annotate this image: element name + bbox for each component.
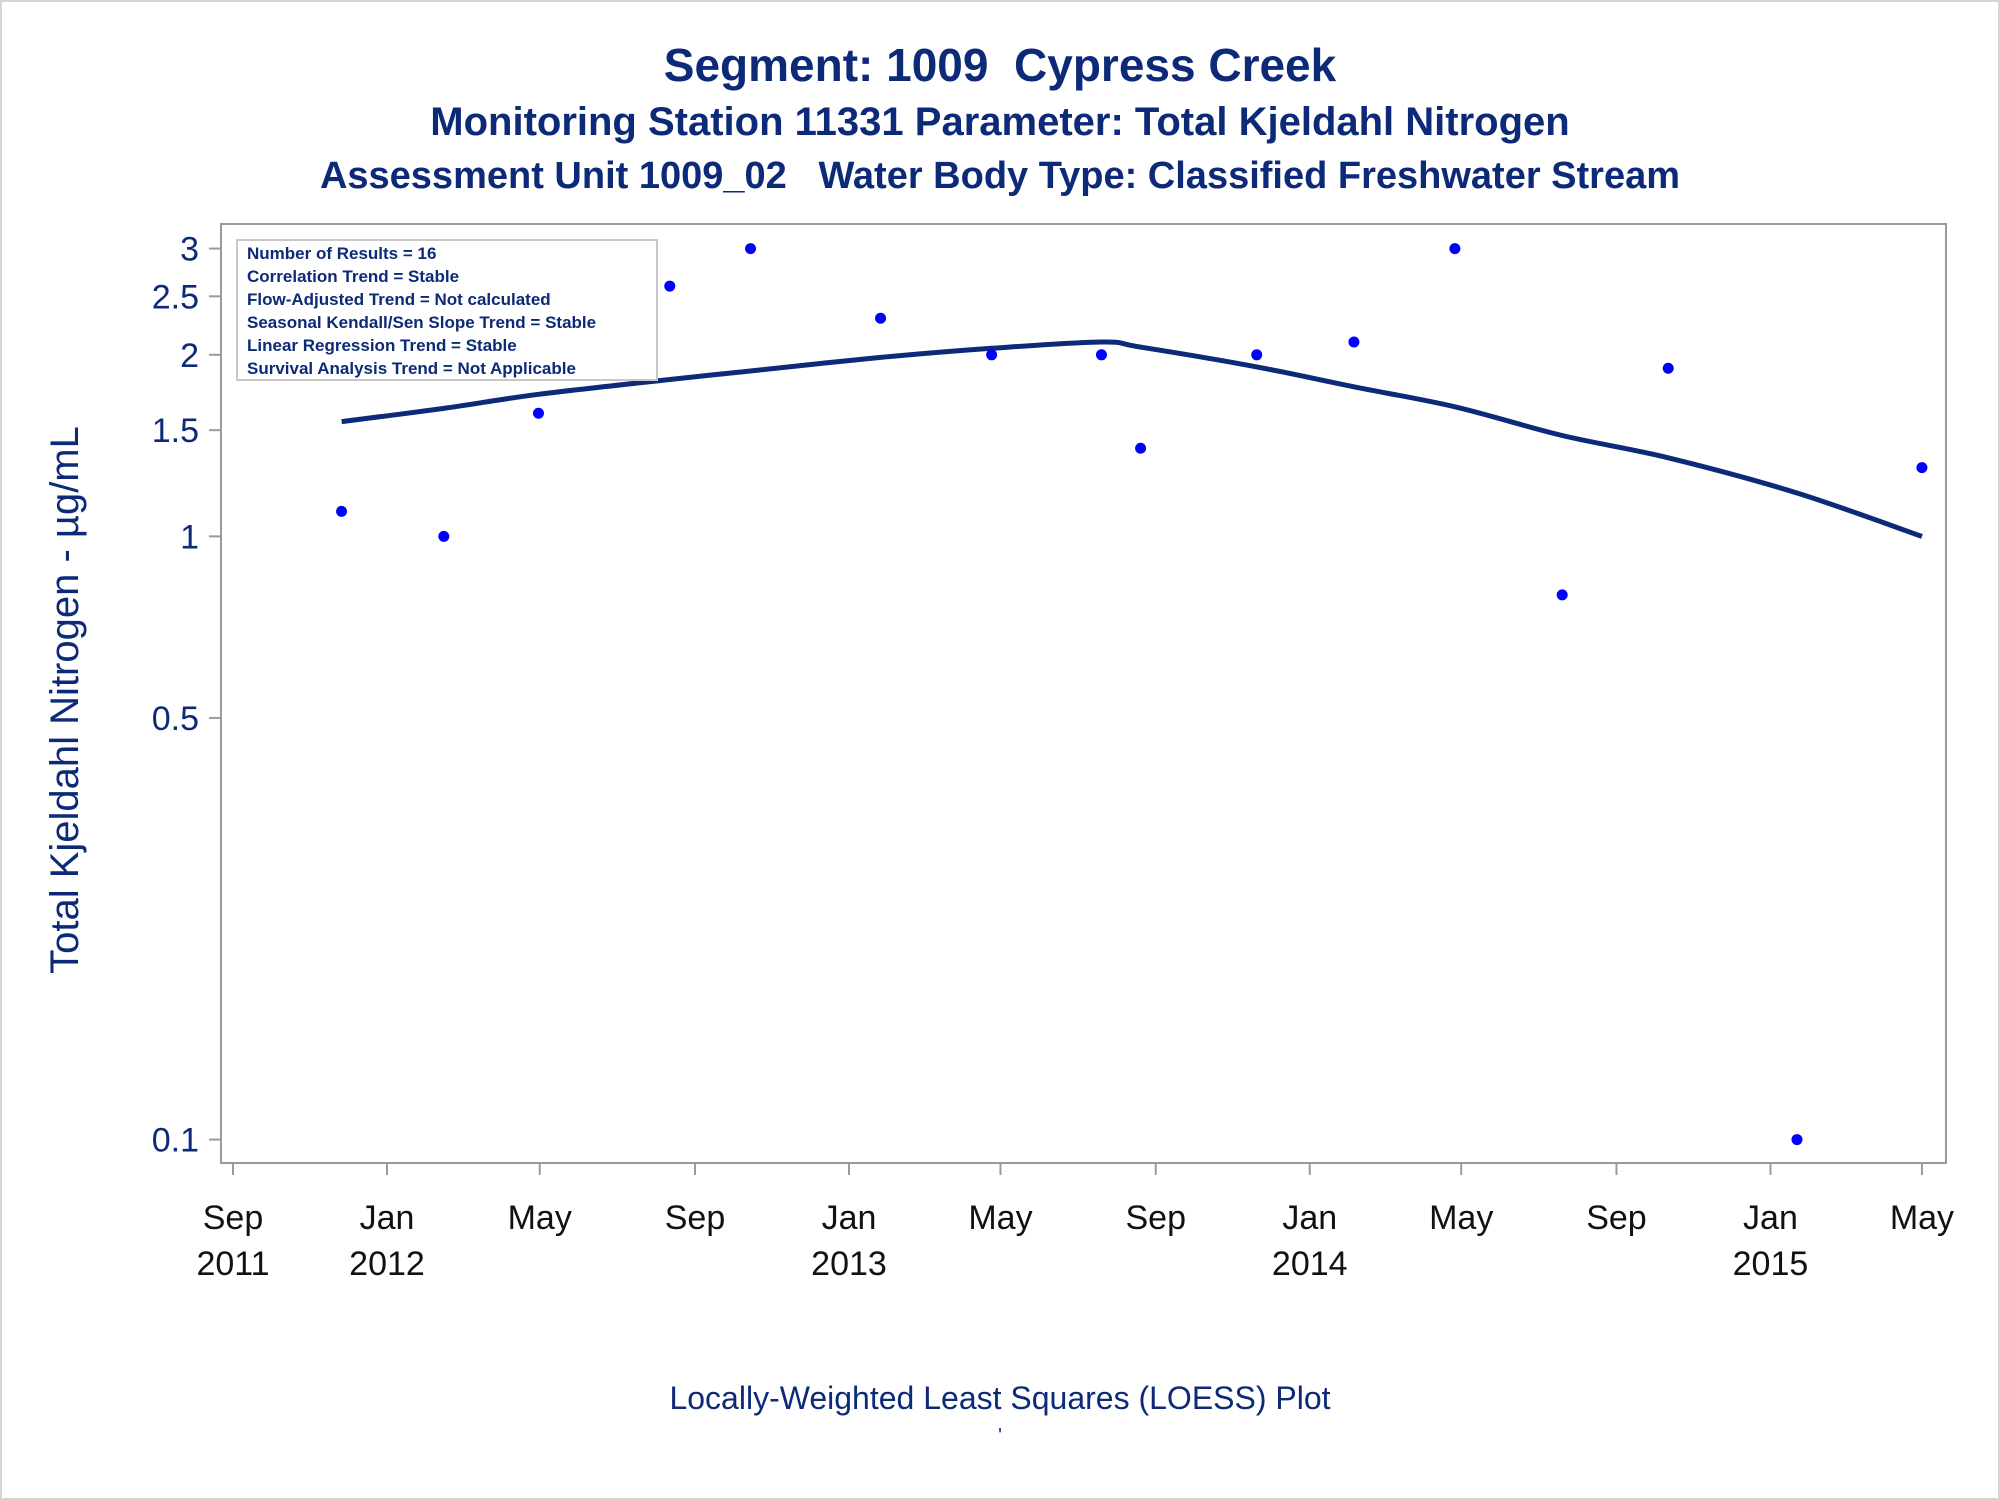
points-layer	[336, 243, 1928, 1146]
data-point	[1095, 349, 1107, 361]
chart-subtitle-2: Assessment Unit 1009_02 Water Body Type:…	[319, 155, 1681, 197]
x-tick-year-label: 2011	[196, 1245, 269, 1283]
x-tick-label: Sep	[1586, 1199, 1647, 1237]
x-tick-label: Jan	[360, 1199, 415, 1237]
data-point	[1556, 589, 1568, 601]
x-tick-label: Jan	[822, 1199, 877, 1237]
x-tick-label: May	[508, 1199, 572, 1237]
data-point	[875, 312, 887, 324]
x-tick-year-label: 2013	[811, 1245, 887, 1283]
loess-layer	[341, 339, 1923, 539]
x-tick-label: May	[1890, 1199, 1954, 1237]
data-point	[1135, 442, 1147, 454]
data-point	[1916, 462, 1928, 474]
inset-line: Seasonal Kendall/Sen Slope Trend = Stabl…	[247, 313, 596, 332]
x-tick-label: May	[968, 1199, 1032, 1237]
x-tick-label: May	[1429, 1199, 1493, 1237]
x-tick-label: Sep	[203, 1199, 264, 1237]
y-tick-label: 3	[180, 231, 199, 269]
data-point	[532, 407, 544, 419]
data-point	[1348, 336, 1360, 348]
inset-line: Survival Analysis Trend = Not Applicable	[247, 359, 576, 378]
data-point	[664, 280, 676, 292]
data-point	[745, 243, 757, 255]
chart-title: Segment: 1009 Cypress Creek	[663, 39, 1337, 91]
plot-border	[220, 223, 1947, 1164]
chart-subtitle: Monitoring Station 11331 Parameter: Tota…	[430, 100, 1570, 144]
x-tick-label: Sep	[1125, 1199, 1186, 1237]
data-point	[1251, 349, 1263, 361]
inset-line: Flow-Adjusted Trend = Not calculated	[247, 290, 551, 309]
x-tick-year-label: 2015	[1733, 1245, 1809, 1283]
x-tick-label: Sep	[665, 1199, 726, 1237]
footnote-mark: '	[998, 1425, 1002, 1447]
x-tick-year-label: 2012	[349, 1245, 425, 1283]
y-axis: 0.1 0.5 1 1.5 2 2.5 3	[152, 231, 221, 1160]
y-tick-label: 2	[180, 337, 199, 375]
inset-border	[236, 239, 658, 381]
plot-area	[220, 223, 1947, 1164]
x-tick-year-label: 2014	[1272, 1245, 1348, 1283]
data-point	[1662, 362, 1674, 374]
y-tick-label: 1.5	[152, 412, 199, 450]
data-point	[1449, 243, 1461, 255]
y-tick-label: 1	[180, 518, 199, 556]
data-point	[438, 530, 450, 542]
y-axis-label: Total Kjeldahl Nitrogen - µg/mL	[43, 426, 87, 974]
x-tick-label: Jan	[1282, 1199, 1337, 1237]
loess-line	[341, 339, 1923, 539]
inset-line: Correlation Trend = Stable	[247, 267, 459, 286]
data-point	[1791, 1134, 1803, 1146]
inset-line: Linear Regression Trend = Stable	[247, 336, 517, 355]
x-tick-label: Jan	[1743, 1199, 1798, 1237]
y-tick-label: 2.5	[152, 278, 199, 316]
statistics-inset: Number of Results = 16 Correlation Trend …	[236, 239, 658, 381]
data-point	[336, 505, 348, 517]
x-axis: Sep 2011 Jan 2012 May Sep Jan 2013 May Sep Jan 2014…	[196, 1163, 1954, 1283]
data-point	[986, 349, 998, 361]
y-tick-label: 0.1	[152, 1122, 199, 1160]
inset-line: Number of Results = 16	[247, 244, 436, 263]
chart-footnote: Locally-Weighted Least Squares (LOESS) P…	[669, 1380, 1331, 1416]
y-tick-label: 0.5	[152, 700, 199, 738]
